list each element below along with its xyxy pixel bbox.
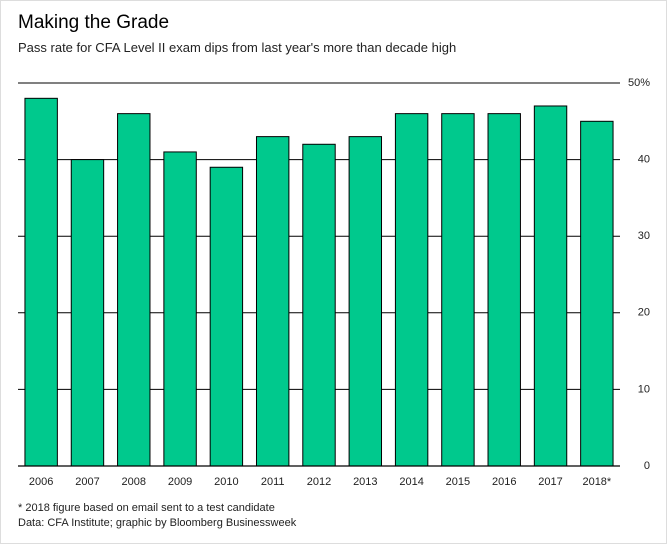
bar xyxy=(487,113,521,467)
y-tick-label: 50% xyxy=(628,77,650,89)
chart-title: Making the Grade xyxy=(18,12,169,33)
bar xyxy=(24,97,58,467)
y-tick-label: 40 xyxy=(638,154,650,166)
x-tick-label: 2013 xyxy=(353,476,377,488)
bar xyxy=(580,120,614,467)
bar xyxy=(302,143,336,467)
bar xyxy=(255,136,290,467)
x-tick-label: 2006 xyxy=(29,476,53,488)
x-tick-label: 2014 xyxy=(399,476,423,488)
footnote: * 2018 figure based on email sent to a t… xyxy=(18,502,275,514)
x-tick-label: 2008 xyxy=(122,476,146,488)
chart-subtitle: Pass rate for CFA Level II exam dips fro… xyxy=(18,40,456,55)
bar xyxy=(117,113,151,467)
bar xyxy=(394,113,429,467)
x-tick-label: 2018* xyxy=(582,476,611,488)
bar xyxy=(348,136,383,467)
x-tick-label: 2017 xyxy=(538,476,562,488)
x-tick-label: 2010 xyxy=(214,476,238,488)
x-tick-label: 2015 xyxy=(446,476,470,488)
x-tick-label: 2009 xyxy=(168,476,192,488)
bar xyxy=(163,151,197,467)
y-tick-label: 20 xyxy=(638,307,650,319)
y-tick-label: 10 xyxy=(638,383,650,395)
bar xyxy=(441,113,475,467)
bar xyxy=(70,159,105,467)
y-tick-label: 30 xyxy=(638,230,650,242)
x-tick-label: 2011 xyxy=(261,476,285,488)
bar xyxy=(533,105,568,467)
x-tick-label: 2016 xyxy=(492,476,516,488)
x-tick-label: 2007 xyxy=(75,476,99,488)
x-tick-label: 2012 xyxy=(307,476,331,488)
y-tick-label: 0 xyxy=(644,460,650,472)
bar xyxy=(209,166,244,467)
source: Data: CFA Institute; graphic by Bloomber… xyxy=(18,517,297,529)
